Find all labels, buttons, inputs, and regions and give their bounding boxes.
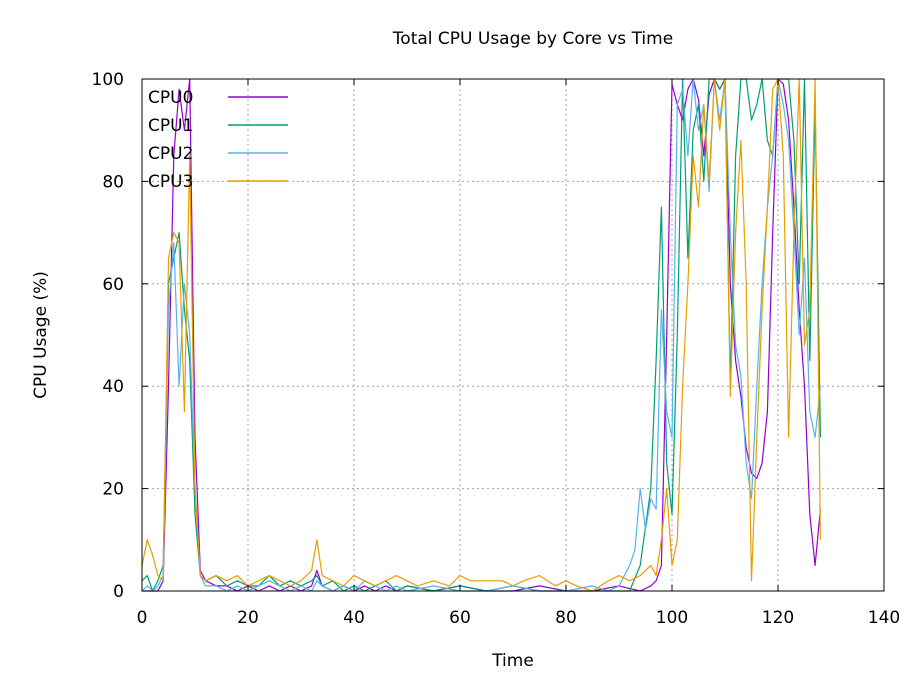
y-tick-label: 20 [102,480,124,500]
series-line-cpu3 [141,78,821,592]
y-tick-label: 100 [92,70,124,90]
legend: CPU0 CPU1 CPU2 CPU3 [148,88,288,192]
x-tick-label: 20 [237,608,259,628]
plot-frame [141,78,885,592]
tick-labels: 0 20 40 60 80 100 120 140 0 20 40 60 80 100 [92,70,901,628]
chart-title: Total CPU Usage by Core vs Time [392,29,673,49]
x-tick-label: 60 [449,608,471,628]
grid-lines [142,79,884,591]
x-axis-label: Time [491,651,534,671]
series-line-cpu0 [142,78,821,592]
series-line-cpu2 [141,78,821,592]
axis-ticks [141,78,885,592]
x-tick-label: 100 [656,608,688,628]
legend-label-cpu3: CPU3 [148,172,193,192]
x-tick-label: 140 [868,608,900,628]
series-layer [141,78,821,592]
x-tick-label: 80 [555,608,577,628]
x-tick-label: 0 [137,608,148,628]
y-tick-label: 0 [113,582,124,602]
y-tick-label: 80 [102,172,124,192]
legend-label-cpu2: CPU2 [148,144,193,164]
legend-label-cpu0: CPU0 [148,88,193,108]
series-line-cpu1 [141,78,821,592]
y-tick-label: 40 [102,377,124,397]
x-tick-label: 120 [762,608,794,628]
x-tick-label: 40 [343,608,365,628]
y-tick-label: 60 [102,275,124,295]
legend-label-cpu1: CPU1 [148,116,193,136]
y-axis-label: CPU Usage (%) [31,271,51,399]
